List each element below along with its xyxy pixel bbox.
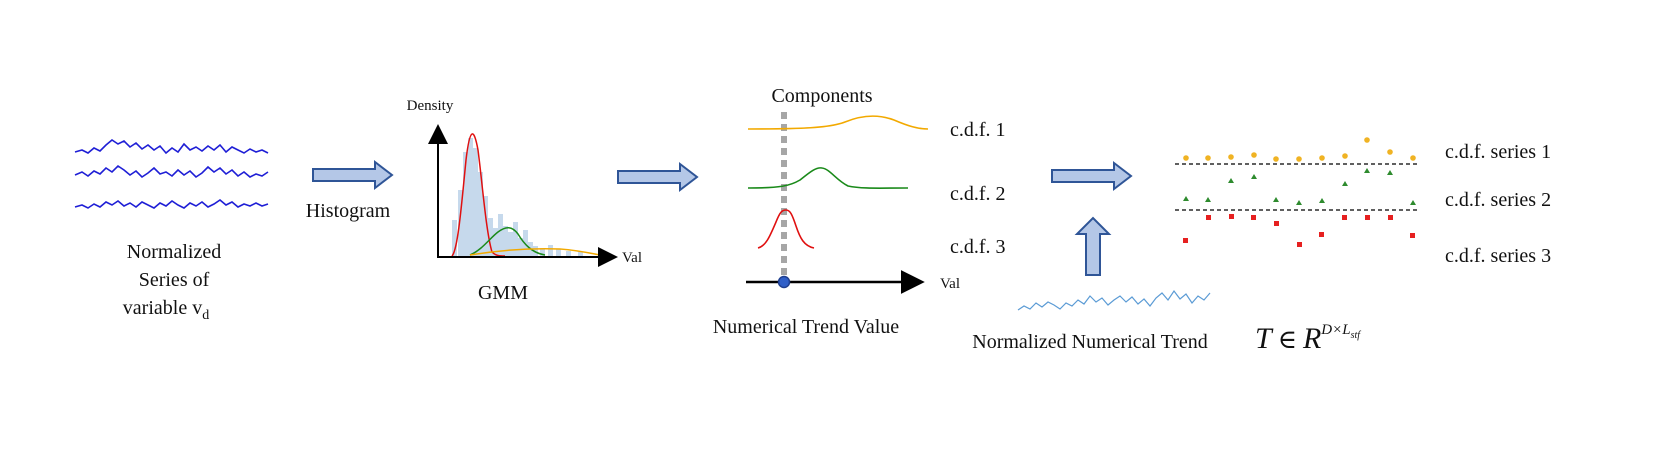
gmm-caption: GMM	[478, 282, 528, 304]
series-line-2	[74, 164, 269, 179]
series-label-line2: Series of	[139, 269, 210, 291]
gmm-plot	[428, 124, 618, 267]
formula-T: T	[1255, 322, 1274, 355]
gmm-curve-orange	[469, 248, 601, 256]
gmm-curve-green	[469, 227, 546, 256]
normalized-trend-caption: Normalized Numerical Trend	[972, 331, 1208, 353]
component-curve-2	[747, 167, 909, 189]
series-label-line3: variable vd	[123, 297, 209, 323]
series-line-3	[74, 199, 269, 209]
formula-exponent-sub: stf	[1351, 330, 1362, 341]
formula-exponent: D×L	[1320, 322, 1350, 338]
component-curve-1	[747, 115, 929, 130]
cdf-series-plot	[1175, 137, 1420, 247]
arrow-to-components	[617, 161, 699, 193]
formula-R: R	[1302, 322, 1321, 355]
cdf-label-1: c.d.f. 1	[950, 119, 1006, 141]
gmm-curve-red	[451, 133, 506, 257]
cdf-label-2: c.d.f. 2	[950, 183, 1006, 205]
series-line-1	[74, 139, 269, 155]
components-title: Components	[771, 85, 872, 107]
cdf-label-3: c.d.f. 3	[950, 236, 1006, 258]
cdf-series-1-dots	[1183, 137, 1416, 162]
gmm-x-axis-label: Val	[622, 250, 642, 266]
gmm-y-axis-label: Density	[407, 98, 454, 114]
series-label-variable: variable v	[123, 297, 202, 319]
cdf-series-label-2: c.d.f. series 2	[1445, 189, 1551, 211]
component-curve-3	[757, 209, 815, 249]
arrow-up-from-trend	[1074, 216, 1112, 276]
normalized-series-plot	[74, 139, 269, 209]
series-label-line1: Normalized	[127, 241, 221, 263]
cdf-series-label-3: c.d.f. series 3	[1445, 245, 1551, 267]
histogram-bars	[452, 138, 583, 256]
trend-formula: T ∈ RD×Lstf	[1255, 322, 1361, 355]
arrow-to-cdf-series	[1051, 160, 1133, 192]
components-x-axis-label: Val	[940, 276, 960, 292]
formula-in: ∈	[1278, 325, 1297, 354]
histogram-label: Histogram	[306, 200, 391, 222]
cdf-series-2-triangles	[1183, 168, 1416, 205]
cdf-series-label-1: c.d.f. series 1	[1445, 141, 1551, 163]
cdf-series-3-squares	[1183, 214, 1415, 247]
trend-value-marker	[777, 275, 791, 289]
normalized-trend-line	[1017, 289, 1211, 311]
numerical-trend-value-caption: Numerical Trend Value	[713, 316, 899, 338]
arrow-histogram	[312, 159, 394, 191]
series-label-subscript: d	[202, 308, 209, 323]
